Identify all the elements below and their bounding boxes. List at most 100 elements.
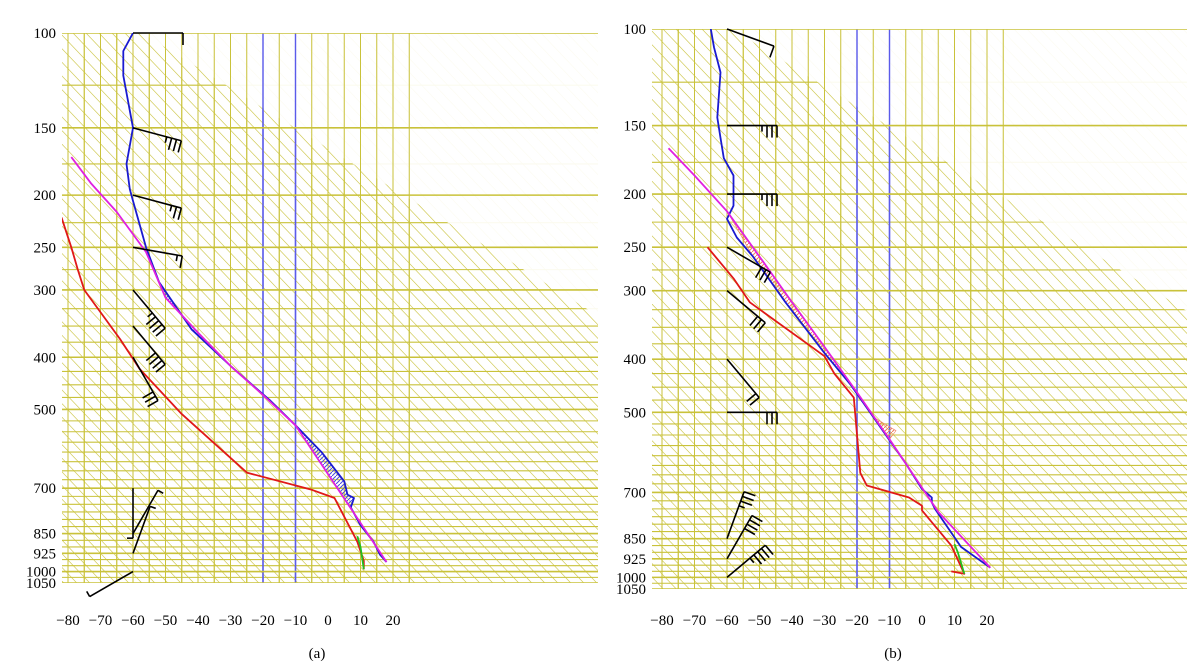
- plot-area: [0, 33, 598, 583]
- barb-flag: [147, 399, 159, 408]
- y-tick-label: 100: [34, 26, 57, 42]
- barb-staff: [89, 570, 134, 598]
- adiabat-line: [652, 57, 1158, 589]
- barb-flag: [760, 547, 770, 559]
- barb-flag: [155, 327, 166, 337]
- adiabat-line: [62, 444, 195, 583]
- y-tick-label: 150: [34, 121, 57, 137]
- adiabat-line: [72, 33, 598, 583]
- adiabat-line: [62, 416, 221, 583]
- barb-flag: [142, 391, 154, 399]
- barb-staff: [132, 506, 151, 554]
- wind-barb: [132, 356, 159, 408]
- surface-parcel-line: [953, 543, 966, 575]
- wind-barb: [726, 490, 756, 539]
- barb-flag: [164, 136, 168, 143]
- parcel-line: [70, 156, 388, 563]
- barb-flag: [145, 352, 157, 362]
- x-tick-label: −40: [186, 613, 209, 629]
- adiabat-line: [111, 33, 598, 544]
- x-tick-label: −30: [219, 613, 242, 629]
- adiabat-line: [176, 33, 598, 476]
- x-tick-label: 20: [980, 613, 995, 629]
- adiabat-line: [62, 362, 273, 583]
- adiabat-line: [62, 375, 260, 583]
- barb-staff: [132, 356, 159, 401]
- wind-barbs: [86, 32, 184, 598]
- adiabat-line: [62, 252, 377, 583]
- wind-barb: [133, 32, 184, 45]
- barb-flag: [769, 45, 775, 58]
- x-tick-label: −50: [748, 613, 771, 629]
- barb-staff: [132, 194, 182, 209]
- adiabat-line: [652, 85, 1132, 589]
- y-tick-label: 850: [34, 527, 57, 543]
- adiabat-line: [62, 403, 234, 583]
- wind-barb: [127, 488, 134, 539]
- barb-staff: [726, 544, 766, 578]
- adiabat-line: [652, 248, 976, 589]
- barb-flag: [152, 359, 163, 369]
- adiabat-line: [652, 426, 807, 589]
- y-tick-label: 1000: [616, 570, 646, 586]
- barb-flag: [749, 396, 760, 406]
- barb-flag: [179, 255, 184, 268]
- y-tick-label: 700: [624, 485, 647, 501]
- barb-flag: [86, 590, 91, 597]
- adiabat-line: [740, 29, 1187, 498]
- adiabat-line: [652, 153, 1067, 589]
- adiabat-line: [652, 303, 924, 589]
- adiabat-line: [714, 29, 1187, 526]
- x-tick-label: −60: [715, 613, 738, 629]
- adiabat-line: [652, 371, 859, 589]
- wind-barb: [726, 358, 760, 406]
- adiabat-line: [652, 317, 911, 589]
- barb-flag: [172, 139, 178, 152]
- adiabat-line: [62, 539, 104, 583]
- x-tick-label: −30: [813, 613, 836, 629]
- barb-staff: [132, 246, 183, 257]
- barb-flag: [144, 395, 156, 403]
- panel-a-skewt: 10015020025030040050070085092510001050−8…: [0, 26, 598, 629]
- adiabat-line: [189, 33, 598, 462]
- adiabat-line: [652, 494, 742, 589]
- adiabat-line: [0, 33, 51, 583]
- barb-flag: [175, 255, 179, 262]
- adiabat-line: [688, 29, 1187, 553]
- x-tick-label: 10: [353, 613, 368, 629]
- adiabat-line: [0, 33, 12, 583]
- adiabat-line: [62, 321, 312, 583]
- adiabat-line: [652, 358, 872, 589]
- adiabat-line: [0, 33, 38, 583]
- wind-barb: [132, 489, 164, 534]
- adiabat-line: [62, 580, 65, 583]
- adiabat-line: [62, 430, 208, 583]
- barb-staff: [726, 28, 775, 47]
- barb-flag: [742, 495, 754, 502]
- adiabat-line: [124, 33, 598, 531]
- wind-barb: [726, 544, 774, 578]
- surface-parcel-line: [356, 536, 365, 570]
- adiabat-line: [652, 289, 937, 589]
- adiabat-line: [652, 385, 846, 589]
- stable-region-mask: [142, 33, 598, 316]
- barb-flag: [751, 514, 763, 523]
- barb-flag: [147, 312, 153, 318]
- adiabat-line: [62, 102, 520, 583]
- y-tick-label: 300: [34, 283, 57, 299]
- wind-barb: [132, 325, 166, 373]
- axis-labels: 10015020025030040050070085092510001050−8…: [26, 26, 401, 629]
- x-tick-label: −50: [154, 613, 177, 629]
- temperature-line: [709, 29, 991, 569]
- barb-flag: [149, 320, 160, 329]
- wind-barb: [726, 514, 763, 560]
- adiabat-line: [62, 512, 130, 583]
- x-tick-label: −80: [56, 613, 79, 629]
- adiabat-line: [753, 29, 1187, 485]
- adiabat-line: [652, 344, 885, 589]
- y-tick-label: 925: [624, 552, 647, 568]
- barb-staff: [726, 358, 760, 398]
- adiabat-line: [662, 29, 1187, 580]
- x-tick-label: −40: [780, 613, 803, 629]
